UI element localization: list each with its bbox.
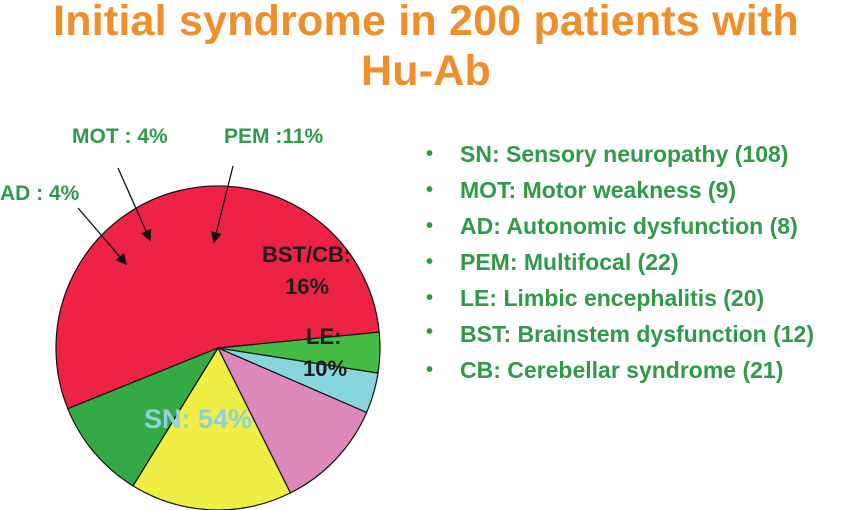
pie-slices bbox=[55, 185, 381, 510]
legend-list: • SN: Sensory neuropathy (108) • MOT: Moto… bbox=[420, 136, 852, 388]
bullet-icon: • bbox=[426, 287, 434, 309]
bullet-icon: • bbox=[426, 215, 434, 237]
legend-text: BST: Brainstem dysfunction (12) bbox=[460, 321, 814, 347]
legend-item-bst: • BST: Brainstem dysfunction (12) bbox=[420, 316, 852, 352]
slice-label-pem: PEM :11% bbox=[224, 125, 324, 148]
bullet-icon: • bbox=[426, 321, 434, 343]
pie-slice-le bbox=[67, 346, 220, 487]
pie-slice-pem bbox=[216, 346, 368, 494]
legend-item-ad: • AD: Autonomic dysfunction (8) bbox=[420, 208, 852, 244]
legend-text: PEM: Multifocal (22) bbox=[460, 249, 679, 275]
legend-text: LE: Limbic encephalitis (20) bbox=[460, 285, 765, 311]
bullet-icon: • bbox=[426, 143, 434, 165]
legend-text: MOT: Motor weakness (9) bbox=[460, 177, 737, 203]
slice-label-sn: SN: 54% bbox=[144, 404, 252, 434]
legend-item-sn: • SN: Sensory neuropathy (108) bbox=[420, 136, 852, 172]
arrow-mot-line bbox=[117, 167, 151, 241]
pie-slice-sn bbox=[55, 185, 380, 410]
slice-label-le-value: 10% bbox=[303, 356, 347, 381]
arrow-ad-head bbox=[115, 253, 127, 266]
legend-item-pem: • PEM: Multifocal (22) bbox=[420, 244, 852, 280]
label-arrows bbox=[77, 165, 234, 266]
slice-label-ad: AD : 4% bbox=[0, 182, 80, 205]
arrow-pem-head bbox=[210, 231, 222, 244]
legend-text: AD: Autonomic dysfunction (8) bbox=[460, 213, 798, 239]
title-line-2: Hu-Ab bbox=[361, 47, 491, 95]
legend-item-le: • LE: Limbic encephalitis (20) bbox=[420, 280, 852, 316]
slice-label-bstcb-value: 16% bbox=[285, 274, 329, 299]
slice-label-le-name: LE: bbox=[306, 324, 341, 349]
bullet-icon: • bbox=[426, 359, 434, 381]
slice-label-bstcb-name: BST/CB: bbox=[262, 242, 351, 267]
slice-labels: SN: 54% AD : 4% MOT : 4% PEM :11% BST/CB: 16%… bbox=[0, 125, 351, 434]
arrow-pem-line bbox=[213, 165, 234, 243]
arrow-mot-head bbox=[141, 228, 152, 242]
legend-item-cb: • CB: Cerebellar syndrome (21) bbox=[420, 352, 852, 388]
bullet-icon: • bbox=[426, 179, 434, 201]
bullet-icon: • bbox=[426, 251, 434, 273]
chart-title: Initial syndrome in 200 patients with Hu… bbox=[0, 0, 852, 96]
legend-text: SN: Sensory neuropathy (108) bbox=[460, 141, 789, 167]
legend-item-mot: • MOT: Motor weakness (9) bbox=[420, 172, 852, 208]
legend-text: CB: Cerebellar syndrome (21) bbox=[460, 357, 784, 383]
slice-label-mot: MOT : 4% bbox=[72, 125, 168, 148]
arrow-ad-line bbox=[77, 207, 127, 265]
title-line-1: Initial syndrome in 200 patients with bbox=[53, 0, 799, 45]
